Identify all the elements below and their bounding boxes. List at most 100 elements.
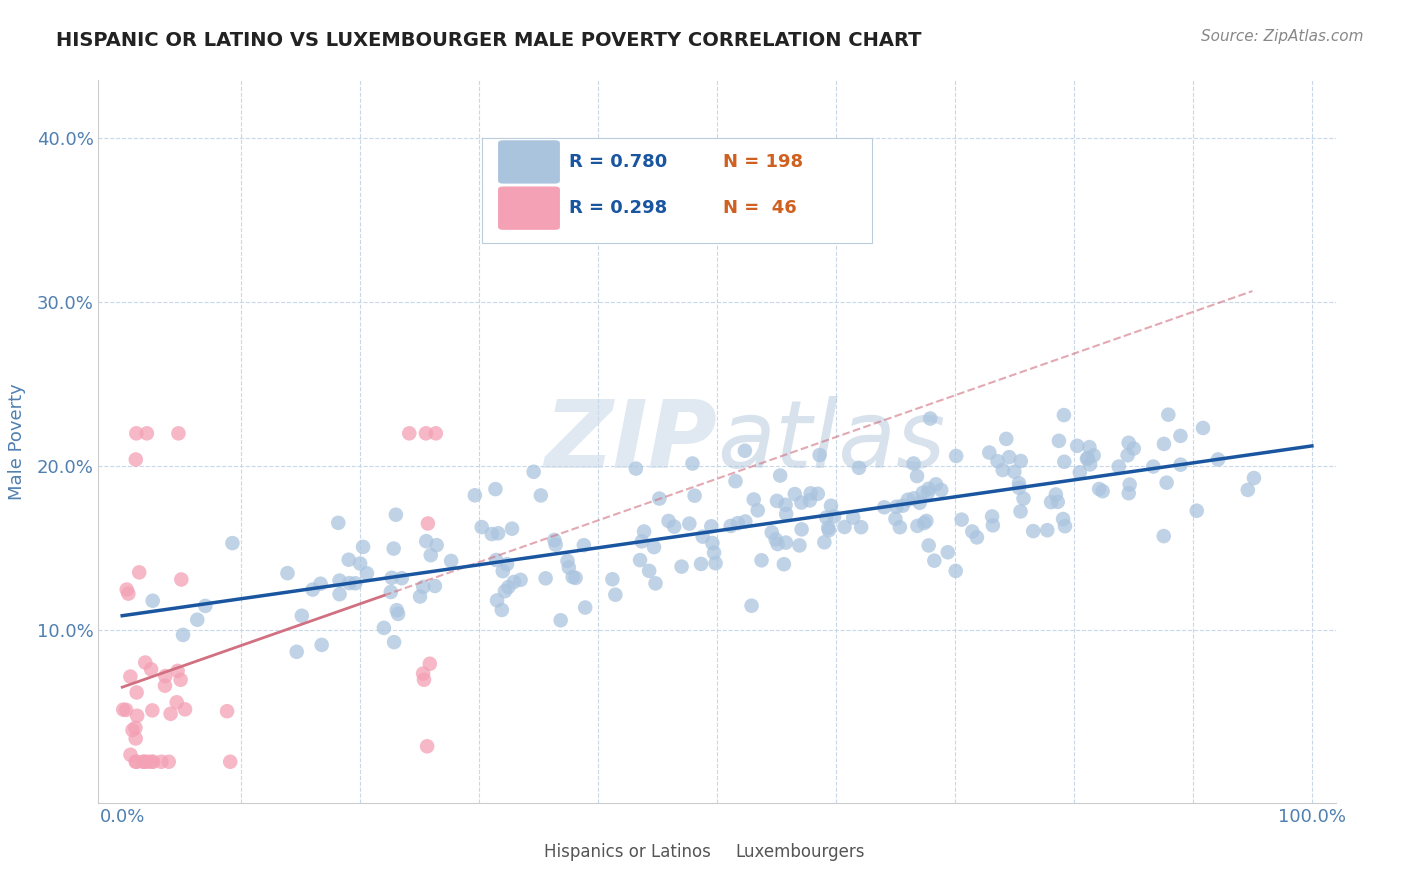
Point: [561, 570, 583, 584]
Point: [380, 585, 402, 599]
FancyBboxPatch shape: [499, 834, 541, 870]
Point: [742, 492, 765, 507]
Point: [817, 521, 839, 535]
FancyBboxPatch shape: [498, 186, 560, 230]
Point: [912, 516, 935, 530]
Point: [423, 579, 446, 593]
Point: [166, 695, 188, 709]
Point: [644, 576, 666, 591]
Text: N =  46: N = 46: [723, 199, 797, 217]
Point: [643, 540, 665, 554]
Point: [153, 679, 176, 693]
Point: [905, 469, 928, 483]
Point: [624, 461, 647, 475]
Point: [690, 557, 713, 571]
Point: [775, 498, 797, 512]
Point: [186, 613, 208, 627]
Point: [924, 554, 946, 568]
Point: [120, 669, 142, 683]
Point: [1083, 448, 1105, 462]
Point: [344, 576, 367, 591]
Point: [1078, 440, 1101, 454]
Point: [724, 474, 747, 488]
Point: [159, 706, 181, 721]
Point: [503, 574, 526, 589]
Point: [1010, 454, 1032, 468]
Point: [1118, 486, 1140, 500]
Point: [790, 522, 813, 536]
Point: [415, 426, 437, 441]
Point: [658, 514, 681, 528]
Point: [142, 593, 165, 607]
Point: [783, 487, 806, 501]
Point: [907, 519, 929, 533]
Point: [1078, 458, 1101, 472]
Point: [349, 557, 371, 571]
Point: [886, 500, 908, 514]
Point: [734, 515, 756, 529]
Point: [557, 554, 579, 568]
Point: [917, 486, 939, 500]
Point: [1012, 491, 1035, 506]
Point: [602, 572, 624, 586]
Point: [127, 708, 149, 723]
Point: [986, 454, 1008, 468]
Point: [311, 638, 333, 652]
Point: [1157, 408, 1180, 422]
Point: [115, 582, 138, 597]
Point: [496, 557, 519, 571]
Point: [1008, 481, 1031, 495]
Point: [412, 580, 434, 594]
Point: [995, 432, 1018, 446]
Point: [671, 559, 693, 574]
Point: [1243, 471, 1265, 485]
Point: [873, 500, 896, 515]
Point: [1156, 475, 1178, 490]
Point: [509, 573, 531, 587]
Point: [775, 535, 797, 549]
Point: [702, 536, 724, 550]
Point: [416, 516, 439, 531]
Point: [664, 519, 686, 533]
Point: [544, 538, 567, 552]
Point: [823, 509, 845, 524]
Point: [981, 518, 1004, 533]
Point: [1122, 442, 1144, 456]
Point: [630, 534, 652, 549]
Point: [1088, 482, 1111, 496]
Point: [813, 535, 835, 549]
Point: [550, 613, 572, 627]
Point: [115, 703, 138, 717]
Point: [285, 645, 308, 659]
Point: [169, 673, 191, 687]
Point: [911, 485, 934, 500]
Point: [142, 755, 165, 769]
Point: [486, 593, 509, 607]
Point: [337, 552, 360, 566]
Point: [120, 747, 142, 762]
Point: [962, 524, 984, 539]
Point: [382, 635, 405, 649]
Point: [789, 538, 811, 552]
Point: [1192, 421, 1215, 435]
Point: [1046, 495, 1069, 509]
FancyBboxPatch shape: [692, 834, 733, 870]
Point: [1091, 484, 1114, 499]
Point: [1040, 495, 1063, 509]
Point: [117, 587, 139, 601]
Point: [484, 482, 506, 496]
Point: [818, 523, 841, 537]
Point: [1045, 487, 1067, 501]
Point: [950, 513, 973, 527]
Point: [848, 460, 870, 475]
Point: [925, 477, 948, 491]
FancyBboxPatch shape: [482, 138, 872, 243]
Point: [704, 556, 727, 570]
Text: Hispanics or Latinos: Hispanics or Latinos: [544, 843, 710, 861]
Point: [1066, 439, 1088, 453]
Point: [419, 548, 441, 562]
Point: [1170, 429, 1192, 443]
Point: [815, 510, 838, 524]
Point: [128, 566, 150, 580]
Point: [464, 488, 486, 502]
